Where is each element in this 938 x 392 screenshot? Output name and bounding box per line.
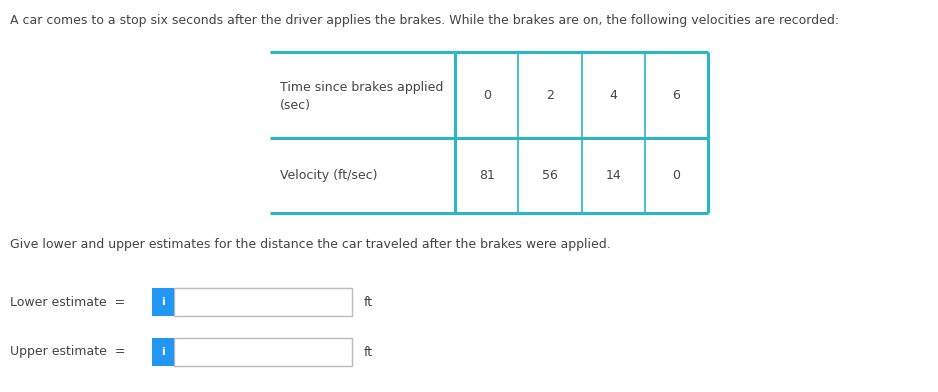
- Text: 81: 81: [478, 169, 494, 182]
- Text: 0: 0: [673, 169, 680, 182]
- Text: 0: 0: [483, 89, 491, 102]
- Text: 2: 2: [546, 89, 553, 102]
- Text: 14: 14: [605, 169, 621, 182]
- Text: Velocity (ft/sec): Velocity (ft/sec): [280, 169, 377, 182]
- FancyBboxPatch shape: [152, 338, 174, 366]
- Text: (sec): (sec): [280, 98, 311, 111]
- Text: A car comes to a stop six seconds after the driver applies the brakes. While the: A car comes to a stop six seconds after …: [10, 14, 840, 27]
- Text: Time since brakes applied: Time since brakes applied: [280, 80, 444, 94]
- Text: 4: 4: [609, 89, 617, 102]
- FancyBboxPatch shape: [152, 288, 174, 316]
- Text: Lower estimate  =: Lower estimate =: [10, 296, 126, 309]
- Text: ft: ft: [364, 345, 373, 359]
- Text: 6: 6: [673, 89, 680, 102]
- Text: i: i: [161, 347, 165, 357]
- Text: Give lower and upper estimates for the distance the car traveled after the brake: Give lower and upper estimates for the d…: [10, 238, 611, 251]
- FancyBboxPatch shape: [174, 338, 352, 366]
- FancyBboxPatch shape: [174, 288, 352, 316]
- Text: i: i: [161, 297, 165, 307]
- Text: ft: ft: [364, 296, 373, 309]
- Text: Upper estimate  =: Upper estimate =: [10, 345, 126, 359]
- Text: 56: 56: [542, 169, 558, 182]
